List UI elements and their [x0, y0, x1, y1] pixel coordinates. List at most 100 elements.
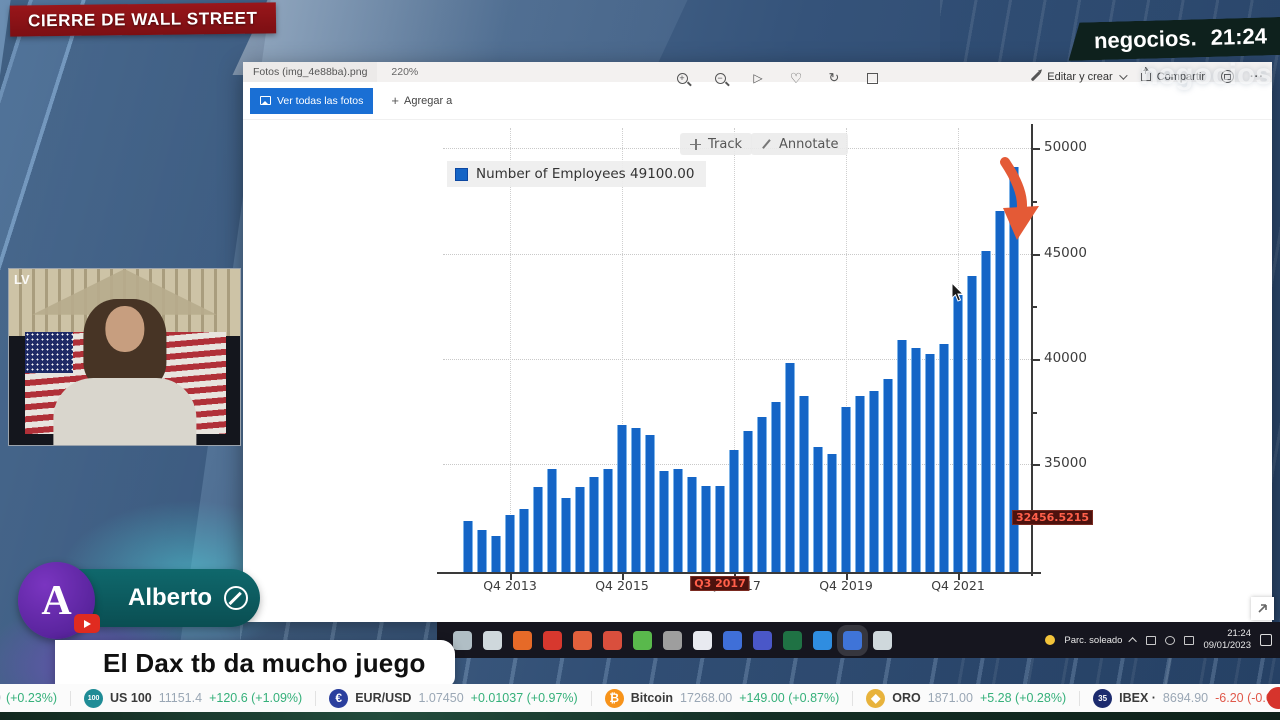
y-minor-tick	[1033, 411, 1037, 414]
lower-third: El Dax tb da mucho juego	[55, 640, 455, 687]
bar	[911, 348, 921, 572]
ticker-divider	[315, 690, 317, 706]
taskbar-icon-folder[interactable]	[483, 630, 502, 650]
more-options-button[interactable]: ···	[1250, 70, 1264, 83]
bar	[869, 390, 879, 572]
reporter-body	[52, 378, 197, 445]
ticker-symbol: IBEX ·	[1119, 691, 1156, 705]
x-tick	[622, 574, 624, 580]
y-tick	[1033, 358, 1040, 361]
bar	[533, 486, 543, 572]
crosshair-x-readout: Q3 2017	[690, 576, 750, 591]
x-tick-label: Q4 2021	[931, 578, 985, 593]
taskbar-icon-app-green[interactable]	[633, 630, 652, 650]
tray-chevron-icon[interactable]	[1128, 637, 1138, 646]
network-icon[interactable]	[1146, 635, 1157, 645]
crop-icon[interactable]	[864, 70, 880, 86]
favorite-icon[interactable]: ♡	[789, 69, 803, 86]
zoom-level-label: 220%	[391, 66, 419, 78]
tray-clock[interactable]: 21:24 09/01/2023	[1203, 628, 1251, 652]
slideshow-icon[interactable]: ▷	[753, 71, 763, 85]
bar	[967, 275, 977, 572]
zoom-out-icon[interactable]: −	[712, 70, 728, 86]
ticker-item-ibex: 35 IBEX · 8694.90 -6.20 (-0.07%)	[1093, 688, 1280, 708]
ticker-change: +5.28 (+0.28%)	[979, 691, 1067, 705]
taskbar-icon-app-blue[interactable]	[723, 630, 742, 650]
x-tick-label: Q4 2015	[595, 578, 649, 593]
language-icon[interactable]	[1184, 635, 1195, 645]
track-button[interactable]: Track	[680, 133, 753, 155]
ticker-price: 8694.90	[1162, 691, 1209, 705]
taskbar-icon-app-orange[interactable]	[573, 630, 592, 650]
system-tray[interactable]: Parc. soleado 21:24 09/01/2023	[1045, 628, 1280, 652]
notification-center-icon[interactable]	[1260, 634, 1272, 646]
zoom-in-icon[interactable]: +	[674, 70, 690, 86]
ticker-symbol-icon: €	[329, 688, 349, 708]
bar	[463, 521, 473, 572]
taskbar-icon-teams[interactable]	[753, 630, 772, 650]
bar	[561, 498, 571, 572]
plus-icon: +	[391, 93, 399, 108]
ticker-divider	[1079, 690, 1081, 706]
youtube-icon	[74, 614, 100, 633]
photos-actions: Editar y crear Compartir ···	[1030, 66, 1264, 83]
rotate-icon[interactable]: ↻	[828, 70, 840, 85]
window-title: Fotos (img_4e88ba).png	[243, 62, 378, 82]
y-axis	[1031, 124, 1033, 576]
window-titlebar[interactable]: Fotos (img_4e88ba).png 220%	[243, 62, 1272, 82]
ticker-divider	[852, 690, 854, 706]
taskbar-icon-pen[interactable]	[873, 630, 892, 650]
weather-icon	[1045, 635, 1056, 645]
x-tick-label: Q4 2019	[819, 578, 873, 593]
taskbar-icon-excel[interactable]	[783, 630, 802, 650]
bar	[659, 470, 669, 572]
ticker-symbol: US 100	[110, 691, 152, 705]
ticker-item-eurusd: € EUR/USD 1.07450 +0.01037 (+0.97%)	[329, 688, 578, 708]
print-icon[interactable]	[1221, 70, 1234, 83]
annotate-label: Annotate	[779, 136, 839, 152]
ticker-symbol: EUR/USD	[355, 691, 412, 705]
taskbar-icon-shield[interactable]	[603, 630, 622, 650]
bar	[687, 477, 697, 572]
taskbar-icon-app-red[interactable]	[543, 630, 562, 650]
ticker-divider	[70, 690, 72, 706]
taskbar-icon-windows-search[interactable]	[453, 630, 472, 650]
taskbar-icon-notepad[interactable]	[693, 630, 712, 650]
y-tick-label: 35000	[1044, 455, 1087, 472]
y-gridline	[443, 253, 1031, 255]
share-icon	[1140, 66, 1151, 81]
view-all-photos-button[interactable]: Ver todas las fotos	[250, 87, 374, 114]
mouse-cursor	[951, 283, 965, 302]
add-to-button[interactable]: + Agregar a	[391, 94, 452, 107]
bar	[953, 294, 963, 572]
ticker-symbol-icon: 100	[84, 688, 104, 708]
y-tick-label: 40000	[1044, 350, 1087, 367]
expand-handle[interactable]	[1251, 597, 1274, 620]
x-gridline	[622, 128, 623, 572]
ticker-edge-icon	[1267, 687, 1280, 709]
bar	[631, 427, 641, 572]
y-tick	[1033, 148, 1040, 151]
tray-time: 21:24	[1227, 628, 1251, 640]
headline-banner: CIERRE DE WALL STREET	[9, 2, 276, 37]
edit-create-button[interactable]: Editar y crear	[1030, 71, 1128, 83]
ticker-symbol: ORO	[892, 691, 921, 705]
channel-name: negocios.	[1093, 25, 1198, 54]
employees-bar-chart: 35000 40000 45000 50000 Q4 2013 Q4 2015 Q4 201…	[437, 124, 1094, 593]
share-button[interactable]: Compartir	[1140, 66, 1205, 83]
taskbar-icon-camera[interactable]	[663, 630, 682, 650]
annotate-button[interactable]: Annotate	[751, 133, 849, 155]
bar	[603, 468, 613, 572]
volume-icon[interactable]	[1165, 635, 1176, 645]
bar	[673, 468, 683, 572]
bar	[785, 363, 795, 572]
taskbar-icon-photos-active[interactable]	[837, 624, 868, 656]
share-label: Compartir	[1156, 70, 1205, 83]
ticker-item-oro: ◆ ORO 1871.00 +5.28 (+0.28%)	[866, 688, 1067, 708]
broadcast-clock: 21:24	[1210, 23, 1268, 50]
tray-date: 09/01/2023	[1203, 640, 1251, 651]
photos-view-tools: + − ▷ ♡ ↻	[663, 70, 891, 86]
taskbar-icon-firefox[interactable]	[513, 630, 532, 650]
taskbar-icon-edge[interactable]	[813, 630, 832, 650]
